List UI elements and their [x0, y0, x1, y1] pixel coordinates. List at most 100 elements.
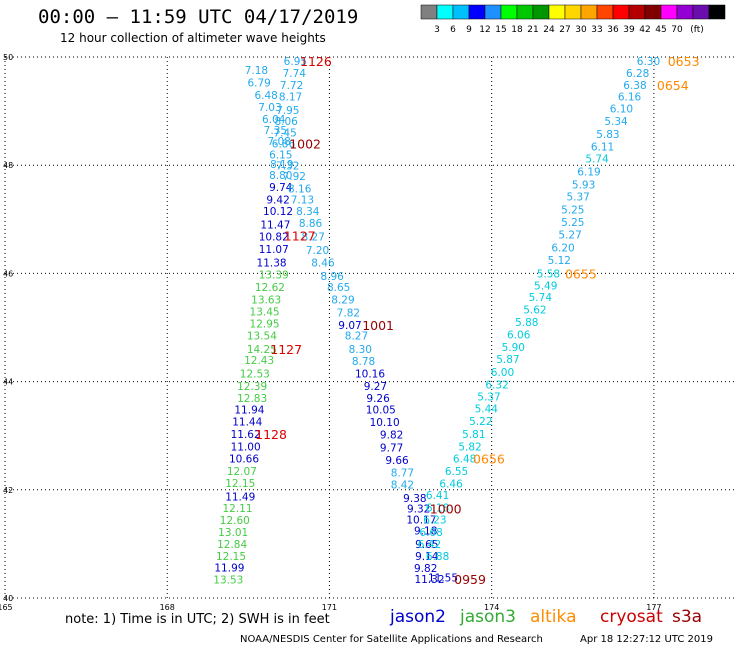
pass-time-label: 1000	[430, 502, 462, 517]
colorbar-swatch	[708, 4, 726, 20]
wave-height-label: 10.82	[259, 232, 289, 244]
colorbar-label: 21	[527, 25, 538, 35]
wave-height-label: 8.65	[327, 282, 350, 294]
legend-altika: altika	[530, 607, 577, 627]
wave-height-label: 6.00	[491, 367, 514, 379]
wave-height-label: 9.82	[414, 563, 437, 575]
pass-time-label: 0656	[473, 451, 505, 466]
wave-height-label: 8.86	[299, 218, 323, 230]
wave-height-label: 5.82	[458, 442, 481, 454]
wave-height-label: 6.16	[618, 91, 642, 103]
wave-height-label: 8.34	[296, 206, 320, 218]
wave-height-label: 5.37	[477, 392, 500, 404]
wave-height-label: 8.42	[391, 479, 414, 491]
wave-height-label: 8.96	[320, 271, 344, 283]
y-tick-label: 46	[3, 269, 13, 278]
wave-height-label: 11.47	[260, 220, 290, 232]
wave-height-label: 7.72	[280, 80, 303, 92]
colorbar-label: 39	[623, 25, 635, 35]
chart-subtitle: 12 hour collection of altimeter wave hei…	[60, 31, 326, 45]
wave-height-label: 5.74	[529, 292, 553, 304]
wave-height-label: 12.62	[255, 282, 285, 294]
wave-height-label: 7.74	[283, 68, 307, 80]
wave-height-label: 6.42	[418, 539, 441, 551]
wave-height-label: 8.46	[311, 258, 335, 270]
wave-height-label: 11.00	[231, 442, 261, 454]
wave-height-label: 11.55	[428, 572, 458, 584]
pass-time-label: 0654	[657, 78, 689, 93]
wave-height-label: 11.38	[257, 258, 287, 270]
colorbar-label: 12	[479, 25, 490, 35]
wave-height-label: 8.19	[270, 159, 293, 171]
wave-height-label: 12.84	[217, 539, 247, 551]
wave-height-label: 12.95	[250, 319, 280, 331]
wave-height-label: 5.58	[537, 268, 560, 280]
wave-height-label: 5.25	[561, 205, 584, 217]
wave-height-label: 8.27	[345, 331, 368, 343]
y-tick-label: 40	[3, 594, 13, 603]
wave-height-label: 9.82	[380, 430, 403, 442]
wave-height-label: 7.45	[273, 128, 296, 140]
wave-height-label: 7.35	[264, 125, 287, 137]
colorbar-label: 33	[591, 25, 602, 35]
wave-height-label: 7.08	[267, 136, 290, 148]
wave-height-label: 5.22	[469, 416, 492, 428]
wave-height-label: 12.11	[222, 503, 252, 515]
wave-height-label: 6.38	[623, 80, 646, 92]
colorbar-swatch	[516, 4, 534, 20]
wave-height-label: 7.18	[245, 65, 268, 77]
grid-lines	[4, 56, 735, 599]
x-tick-label: 165	[0, 603, 13, 612]
colorbar-swatch	[644, 4, 662, 20]
wave-height-label: 6.20	[551, 242, 574, 254]
wave-height-label: 10.16	[355, 368, 385, 380]
wave-height-label: 12.15	[225, 478, 255, 490]
wave-height-label: 6.30	[637, 56, 660, 68]
colorbar-swatch	[500, 4, 518, 20]
wave-height-label: 10.10	[370, 417, 400, 429]
y-tick-label: 44	[3, 378, 13, 387]
pass-time-labels: 1126 1002 1127 1001 1127 1128 1000 0959 0653 0654…	[255, 54, 699, 587]
colorbar-label: (ft)	[690, 25, 704, 35]
colorbar-label: 30	[575, 25, 587, 35]
wave-height-label: 8.27	[302, 232, 325, 244]
wave-height-label: 5.88	[515, 317, 538, 329]
wave-height-label: 5.93	[572, 180, 595, 192]
wave-height-label: 13.39	[259, 269, 289, 281]
pass-time-label: 1128	[255, 427, 287, 442]
colorbar-label: 42	[639, 25, 650, 35]
colorbar-swatch	[420, 4, 438, 20]
wave-height-label: 6.10	[610, 103, 633, 115]
pass-time-label: 0655	[565, 266, 597, 281]
wave-height-label: 7.03	[258, 102, 281, 114]
wave-height-label: 9.65	[415, 539, 438, 551]
wave-height-label: 10.05	[366, 405, 396, 417]
wave-height-label: 6.88	[426, 551, 449, 563]
legend-jason2: jason2	[390, 607, 446, 627]
wave-height-label: 9.14	[415, 551, 439, 563]
legend-jason3: jason3	[460, 607, 516, 627]
pass-time-label: 1002	[289, 137, 321, 152]
colorbar-legend: 3 6 9 12 15 18 21 24 27 30 33 36 39 42 45 70 (ft)	[420, 4, 726, 35]
pass-time-label: 1001	[362, 318, 394, 333]
wave-height-label: 12.43	[244, 355, 274, 367]
wave-height-label: 8.29	[331, 294, 354, 306]
wave-height-label: 12.53	[240, 368, 270, 380]
y-tick-label: 42	[3, 486, 13, 495]
wave-height-label: 6.41	[426, 490, 449, 502]
colorbar-swatch	[692, 4, 710, 20]
wave-height-label: 6.48	[453, 453, 476, 465]
colorbar-label: 36	[607, 25, 619, 35]
colorbar-label: 70	[671, 25, 683, 35]
wave-height-label: 9.77	[380, 443, 403, 455]
wave-height-label: 9.18	[414, 525, 437, 537]
wave-height-label: 11.62	[231, 429, 261, 441]
colorbar-swatch	[596, 4, 614, 20]
wave-height-label: 10.17	[406, 515, 436, 527]
wave-height-label: 11.94	[234, 405, 264, 417]
wave-height-label: 6.23	[423, 515, 446, 527]
credit-line: NOAA/NESDIS Center for Satellite Applica…	[240, 634, 543, 645]
colorbar-swatch	[676, 4, 694, 20]
wave-height-label: 12.07	[227, 466, 257, 478]
